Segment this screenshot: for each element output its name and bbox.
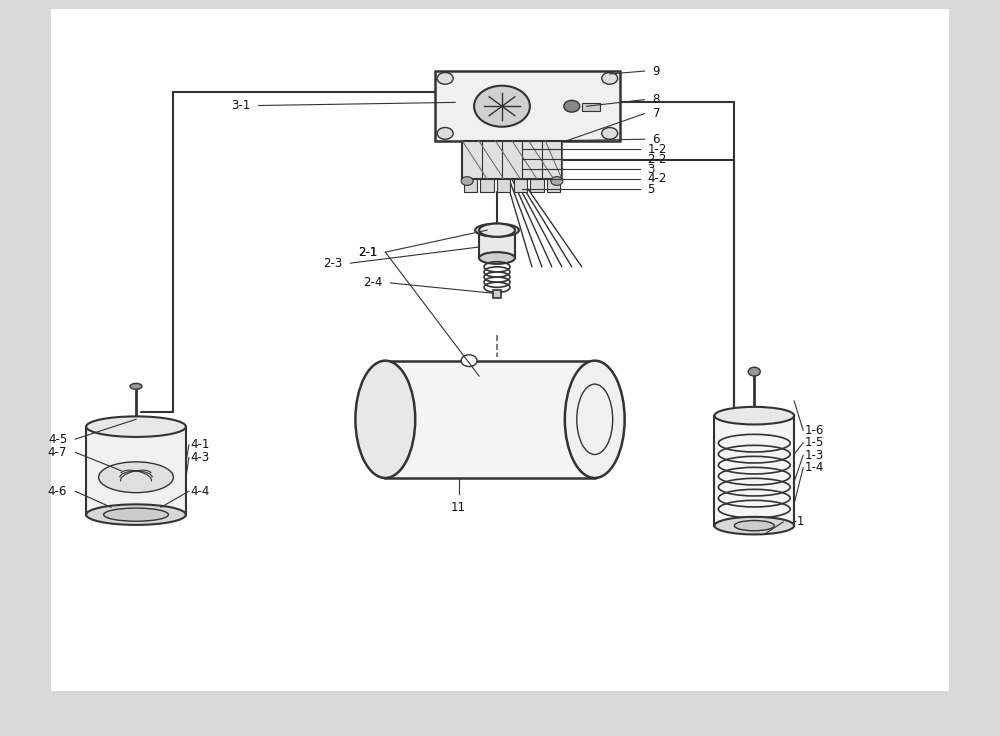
Circle shape xyxy=(748,367,760,376)
Ellipse shape xyxy=(475,224,519,237)
Bar xyxy=(435,71,620,141)
Ellipse shape xyxy=(86,417,186,437)
Text: 1-1: 1-1 xyxy=(785,515,805,528)
Text: 1-2: 1-2 xyxy=(648,143,667,156)
Ellipse shape xyxy=(565,361,625,478)
Bar xyxy=(86,427,186,514)
Text: 1-6: 1-6 xyxy=(805,424,825,437)
Ellipse shape xyxy=(714,407,794,425)
Bar xyxy=(464,179,477,192)
Bar xyxy=(385,361,595,478)
Text: 2-2: 2-2 xyxy=(648,152,667,166)
Text: 2-1: 2-1 xyxy=(358,246,377,258)
Text: 3: 3 xyxy=(648,163,655,176)
Text: 4-7: 4-7 xyxy=(48,446,67,459)
Circle shape xyxy=(437,127,453,139)
Text: 11: 11 xyxy=(451,501,466,514)
Ellipse shape xyxy=(104,508,168,521)
Bar xyxy=(480,179,494,192)
Circle shape xyxy=(437,73,453,84)
Text: 6: 6 xyxy=(653,132,660,146)
Circle shape xyxy=(551,177,563,185)
Text: 1-3: 1-3 xyxy=(805,449,824,461)
Ellipse shape xyxy=(86,504,186,525)
Bar xyxy=(462,141,562,179)
Circle shape xyxy=(602,127,618,139)
Bar xyxy=(514,179,527,192)
Bar xyxy=(547,179,560,192)
Bar xyxy=(493,289,501,298)
Ellipse shape xyxy=(734,520,774,531)
Bar xyxy=(479,230,515,258)
Bar xyxy=(530,179,544,192)
Text: 4-3: 4-3 xyxy=(191,451,210,464)
Bar xyxy=(714,416,794,526)
Text: 9: 9 xyxy=(653,65,660,77)
Text: 5: 5 xyxy=(648,183,655,196)
Text: 4-2: 4-2 xyxy=(648,172,667,185)
Ellipse shape xyxy=(714,517,794,534)
Text: 4-5: 4-5 xyxy=(48,433,67,445)
Circle shape xyxy=(474,85,530,127)
Bar xyxy=(497,179,510,192)
Text: 4-4: 4-4 xyxy=(191,485,210,498)
Text: 1-4: 1-4 xyxy=(805,461,825,474)
Text: 1-5: 1-5 xyxy=(805,436,824,449)
Text: 3-1: 3-1 xyxy=(231,99,251,112)
Text: 8: 8 xyxy=(653,93,660,106)
Text: 4-1: 4-1 xyxy=(191,439,210,451)
Text: 7: 7 xyxy=(653,107,660,120)
Text: 2-4: 2-4 xyxy=(363,277,382,289)
Text: 2-1: 2-1 xyxy=(358,246,377,258)
Circle shape xyxy=(564,100,580,112)
Ellipse shape xyxy=(355,361,415,478)
Circle shape xyxy=(602,73,618,84)
Text: 4-6: 4-6 xyxy=(48,485,67,498)
Circle shape xyxy=(461,177,473,185)
Ellipse shape xyxy=(130,383,142,389)
Ellipse shape xyxy=(479,252,515,264)
Bar xyxy=(582,102,600,111)
Ellipse shape xyxy=(99,462,173,492)
Circle shape xyxy=(461,355,477,367)
Text: 2-3: 2-3 xyxy=(323,257,342,269)
Ellipse shape xyxy=(479,224,515,237)
